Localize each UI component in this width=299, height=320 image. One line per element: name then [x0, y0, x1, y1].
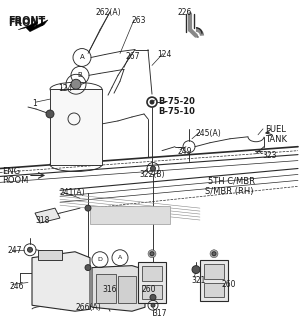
- Bar: [50, 89, 102, 164]
- Text: 247: 247: [8, 246, 22, 255]
- Text: 318: 318: [35, 216, 49, 225]
- Text: 241(A): 241(A): [60, 188, 86, 197]
- Text: 267: 267: [126, 52, 141, 60]
- Bar: [142, 285, 162, 299]
- Text: 266(A): 266(A): [75, 303, 101, 312]
- Bar: [142, 266, 162, 282]
- Text: 260: 260: [142, 285, 156, 294]
- Circle shape: [150, 252, 154, 256]
- Circle shape: [150, 100, 154, 104]
- Text: 124: 124: [157, 50, 171, 59]
- Text: FRONT: FRONT: [8, 16, 45, 26]
- Circle shape: [85, 205, 91, 211]
- Text: 317: 317: [152, 309, 167, 318]
- Text: 323: 323: [262, 151, 277, 160]
- Polygon shape: [92, 266, 145, 311]
- Bar: [118, 276, 136, 303]
- Text: 263: 263: [131, 16, 146, 25]
- Text: FRONT: FRONT: [8, 18, 45, 28]
- Text: 124: 124: [58, 84, 72, 93]
- Text: 5TH C/MBR: 5TH C/MBR: [208, 176, 255, 185]
- Bar: [200, 260, 228, 301]
- Circle shape: [210, 250, 218, 258]
- Text: A: A: [80, 54, 84, 60]
- Polygon shape: [18, 20, 48, 32]
- Text: ENG: ENG: [2, 166, 20, 175]
- Text: 262(A): 262(A): [95, 8, 120, 17]
- Text: TANK: TANK: [265, 135, 287, 144]
- Bar: [96, 274, 116, 303]
- Circle shape: [151, 303, 155, 307]
- Circle shape: [148, 250, 156, 258]
- Circle shape: [28, 247, 33, 252]
- Text: ROOM: ROOM: [2, 176, 28, 185]
- Circle shape: [85, 265, 91, 271]
- Circle shape: [212, 252, 216, 256]
- Polygon shape: [35, 208, 60, 223]
- Circle shape: [150, 294, 156, 300]
- Text: B-75-20: B-75-20: [158, 97, 195, 106]
- Text: 322(B): 322(B): [139, 171, 164, 180]
- Text: 260: 260: [221, 281, 236, 290]
- Text: 246: 246: [10, 283, 25, 292]
- Bar: [204, 284, 224, 297]
- Bar: [90, 206, 170, 224]
- Circle shape: [150, 166, 155, 171]
- Polygon shape: [32, 252, 90, 311]
- Bar: [204, 264, 224, 279]
- Text: B: B: [78, 72, 83, 78]
- Text: 226: 226: [178, 8, 192, 17]
- Text: S/MBR (RH): S/MBR (RH): [205, 187, 254, 196]
- Text: 249: 249: [178, 147, 193, 156]
- Bar: [38, 250, 62, 260]
- Text: A: A: [118, 255, 122, 260]
- Text: 316: 316: [102, 285, 117, 294]
- Text: D: D: [97, 257, 103, 262]
- Text: B-75-10: B-75-10: [158, 107, 195, 116]
- Circle shape: [46, 110, 54, 118]
- Text: FUEL: FUEL: [265, 125, 286, 134]
- Bar: [138, 262, 166, 303]
- Text: 321: 321: [191, 276, 205, 284]
- Text: 1: 1: [32, 99, 37, 108]
- Circle shape: [192, 266, 200, 274]
- Circle shape: [71, 79, 81, 89]
- Text: 245(A): 245(A): [196, 129, 222, 138]
